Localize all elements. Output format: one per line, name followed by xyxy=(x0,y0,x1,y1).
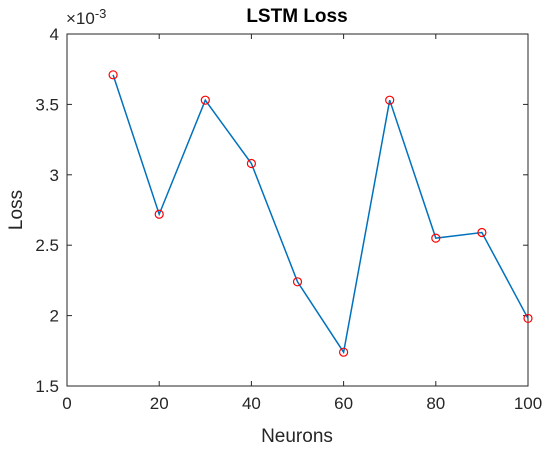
y-tick-label: 3.5 xyxy=(35,95,59,114)
series-layer xyxy=(108,70,533,357)
data-point xyxy=(431,233,441,243)
plot-area: 0 20 40 60 80 100 1.5 2 2.5 3 3.5 4 xyxy=(35,25,542,413)
axis-tick-labels: 0 20 40 60 80 100 1.5 2 2.5 3 3.5 4 xyxy=(35,25,542,413)
axes-box xyxy=(66,33,529,387)
y-tick-label: 2.5 xyxy=(35,236,59,255)
series-line-0 xyxy=(112,74,529,355)
x-tick-label: 0 xyxy=(62,394,71,413)
data-point xyxy=(246,158,256,169)
data-point xyxy=(154,209,164,219)
y-tick-label: 4 xyxy=(50,25,59,44)
x-axis-label: Neurons xyxy=(261,426,333,447)
axis-ticks xyxy=(66,33,529,387)
data-point xyxy=(477,227,487,238)
x-tick-label: 100 xyxy=(514,394,542,413)
y-tick-label: 3 xyxy=(50,166,59,185)
y-exponent-base: ×10 xyxy=(66,9,95,28)
x-tick-label: 40 xyxy=(242,394,261,413)
data-point xyxy=(200,95,210,105)
data-point xyxy=(292,277,303,287)
data-point xyxy=(108,70,118,80)
data-point xyxy=(523,313,533,324)
data-point xyxy=(339,347,349,357)
y-tick-label: 1.5 xyxy=(35,377,59,396)
y-exponent-power: -3 xyxy=(95,6,107,21)
y-tick-label: 2 xyxy=(50,307,59,326)
x-tick-label: 20 xyxy=(150,394,169,413)
chart-title: LSTM Loss xyxy=(246,6,347,27)
data-point xyxy=(385,95,395,105)
y-exponent-label: ×10-3 xyxy=(66,6,106,28)
y-axis-label: Loss xyxy=(6,190,27,230)
x-tick-label: 60 xyxy=(334,394,353,413)
x-tick-label: 80 xyxy=(426,394,445,413)
